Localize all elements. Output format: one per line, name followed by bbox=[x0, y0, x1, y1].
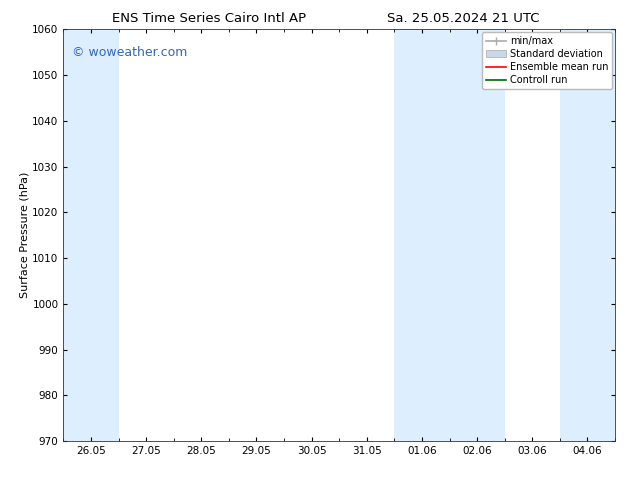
Bar bbox=[63, 29, 119, 441]
Legend: min/max, Standard deviation, Ensemble mean run, Controll run: min/max, Standard deviation, Ensemble me… bbox=[482, 32, 612, 89]
Text: ENS Time Series Cairo Intl AP: ENS Time Series Cairo Intl AP bbox=[112, 12, 306, 25]
Bar bbox=[394, 29, 505, 441]
Y-axis label: Surface Pressure (hPa): Surface Pressure (hPa) bbox=[20, 172, 30, 298]
Text: Sa. 25.05.2024 21 UTC: Sa. 25.05.2024 21 UTC bbox=[387, 12, 539, 25]
Bar bbox=[560, 29, 615, 441]
Text: © woweather.com: © woweather.com bbox=[72, 46, 187, 59]
